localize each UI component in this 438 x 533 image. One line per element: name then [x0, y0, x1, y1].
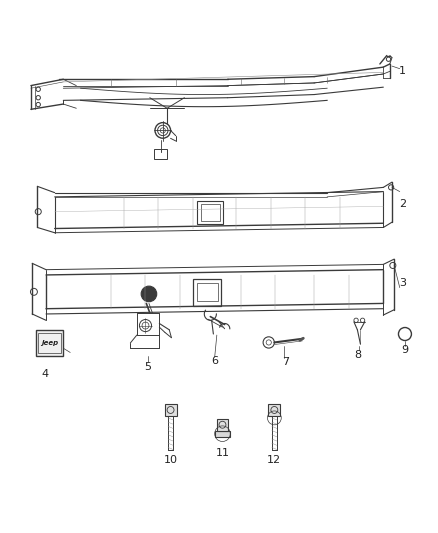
- Text: 9: 9: [401, 345, 409, 355]
- Bar: [268, 404, 280, 416]
- Text: 5: 5: [144, 362, 151, 372]
- Bar: [165, 404, 177, 416]
- Circle shape: [141, 286, 157, 302]
- Bar: [38, 333, 61, 353]
- Text: 1: 1: [399, 66, 406, 76]
- Bar: [215, 431, 230, 437]
- Text: 10: 10: [163, 455, 177, 465]
- Circle shape: [144, 289, 154, 298]
- Text: 11: 11: [215, 448, 230, 458]
- Bar: [35, 330, 64, 356]
- Text: 4: 4: [42, 369, 49, 378]
- Text: 12: 12: [267, 455, 282, 465]
- Text: Jeep: Jeep: [41, 340, 58, 346]
- Bar: [198, 201, 223, 224]
- Text: 3: 3: [399, 278, 406, 288]
- Text: 6: 6: [211, 357, 218, 367]
- Bar: [217, 419, 228, 431]
- Text: 7: 7: [283, 358, 290, 367]
- Bar: [201, 204, 220, 221]
- Text: 8: 8: [355, 350, 362, 360]
- Text: 2: 2: [399, 199, 406, 209]
- Bar: [197, 284, 218, 301]
- Bar: [154, 149, 167, 159]
- Bar: [193, 279, 221, 305]
